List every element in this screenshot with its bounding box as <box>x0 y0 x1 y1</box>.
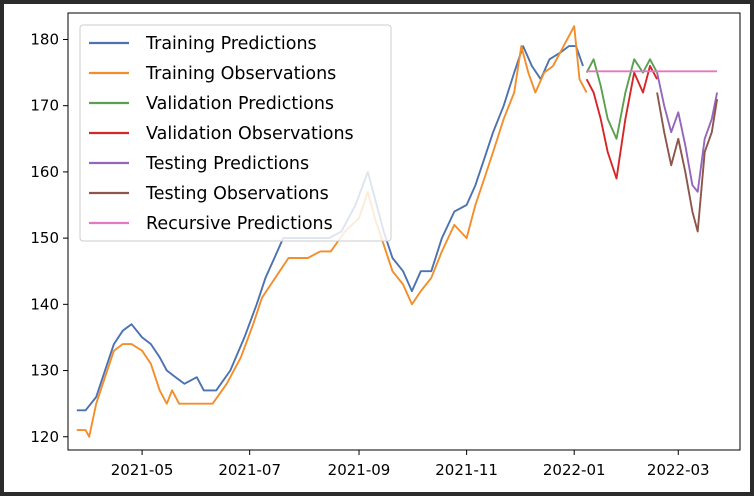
legend-label: Testing Observations <box>145 184 329 204</box>
y-tick-label: 160 <box>30 163 59 181</box>
series-line-validation-observations <box>585 65 658 180</box>
y-tick-label: 140 <box>30 295 59 313</box>
series-line-training-observations <box>76 25 588 438</box>
y-tick-label: 180 <box>30 30 59 48</box>
legend-label: Training Predictions <box>145 34 317 54</box>
legend-box <box>79 24 392 242</box>
x-tick-label: 2021-11 <box>435 461 498 479</box>
series-line-validation-predictions <box>585 58 658 140</box>
line-chart: 120 130 140 150 160 170 180 2021-05 2021-07 2021-… <box>30 12 741 479</box>
x-tick-label: 2021-07 <box>218 461 281 479</box>
legend-label: Testing Predictions <box>145 154 309 174</box>
legend-label: Recursive Predictions <box>146 214 333 234</box>
plot-area-frame <box>67 12 741 451</box>
chart-figure: 120 130 140 150 160 170 180 2021-05 2021-07 2021-… <box>4 4 750 492</box>
legend-label: Training Observations <box>145 64 336 84</box>
x-tick-label: 2022-03 <box>647 461 710 479</box>
x-tick-label: 2022-01 <box>543 461 606 479</box>
y-tick-label: 120 <box>30 428 59 446</box>
y-tick-label: 130 <box>30 362 59 380</box>
legend-label: Validation Predictions <box>146 94 334 114</box>
y-tick-label: 170 <box>30 97 59 115</box>
y-tick-label: 150 <box>30 229 59 247</box>
series-line-testing-observations <box>656 92 719 233</box>
legend-label: Validation Observations <box>146 124 354 144</box>
x-tick-label: 2021-09 <box>328 461 391 479</box>
series-line-testing-predictions <box>656 72 719 193</box>
x-tick-label: 2021-05 <box>111 461 174 479</box>
